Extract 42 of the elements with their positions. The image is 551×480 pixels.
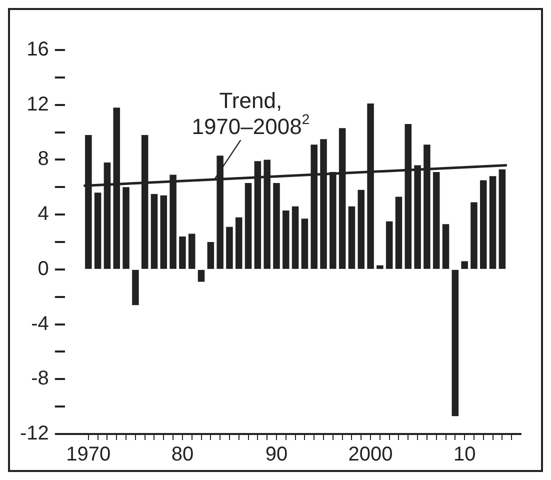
bar xyxy=(132,270,139,306)
bar xyxy=(244,183,252,269)
bar xyxy=(452,270,459,416)
y-tick-label: 8 xyxy=(38,148,49,170)
bar xyxy=(480,180,487,269)
y-tick-label: 0 xyxy=(38,258,49,280)
bar xyxy=(386,221,393,269)
bar xyxy=(207,242,214,269)
bar xyxy=(442,224,450,269)
bar xyxy=(273,183,280,269)
bar xyxy=(376,265,384,269)
x-tick-label: 90 xyxy=(265,444,288,466)
bar xyxy=(395,196,402,269)
bar xyxy=(235,217,242,269)
y-tick-label: 12 xyxy=(26,93,49,116)
bar xyxy=(226,226,233,269)
bar xyxy=(348,206,356,269)
bar xyxy=(432,172,440,269)
bar xyxy=(461,261,468,269)
y-tick-label: -12 xyxy=(20,422,49,445)
y-tick-label: -4 xyxy=(31,312,49,335)
x-tick-label: 10 xyxy=(453,444,476,466)
bar xyxy=(198,270,205,282)
bar xyxy=(188,234,196,269)
y-tick-label: 16 xyxy=(26,38,49,61)
x-tick-label: 80 xyxy=(171,444,194,466)
bar xyxy=(179,236,186,269)
bar xyxy=(122,187,130,269)
bar xyxy=(292,206,299,269)
x-tick-label: 1970 xyxy=(66,444,111,466)
bar xyxy=(282,210,290,269)
bar xyxy=(470,202,478,269)
bar xyxy=(498,169,506,269)
x-tick-label: 2000 xyxy=(348,444,393,466)
bar xyxy=(301,218,308,269)
bar xyxy=(160,195,168,269)
bar xyxy=(358,190,365,269)
y-tick-label: -8 xyxy=(31,368,49,390)
y-tick-label: 4 xyxy=(38,203,49,226)
bar xyxy=(150,194,158,269)
bar xyxy=(94,192,102,269)
bar xyxy=(489,176,496,269)
